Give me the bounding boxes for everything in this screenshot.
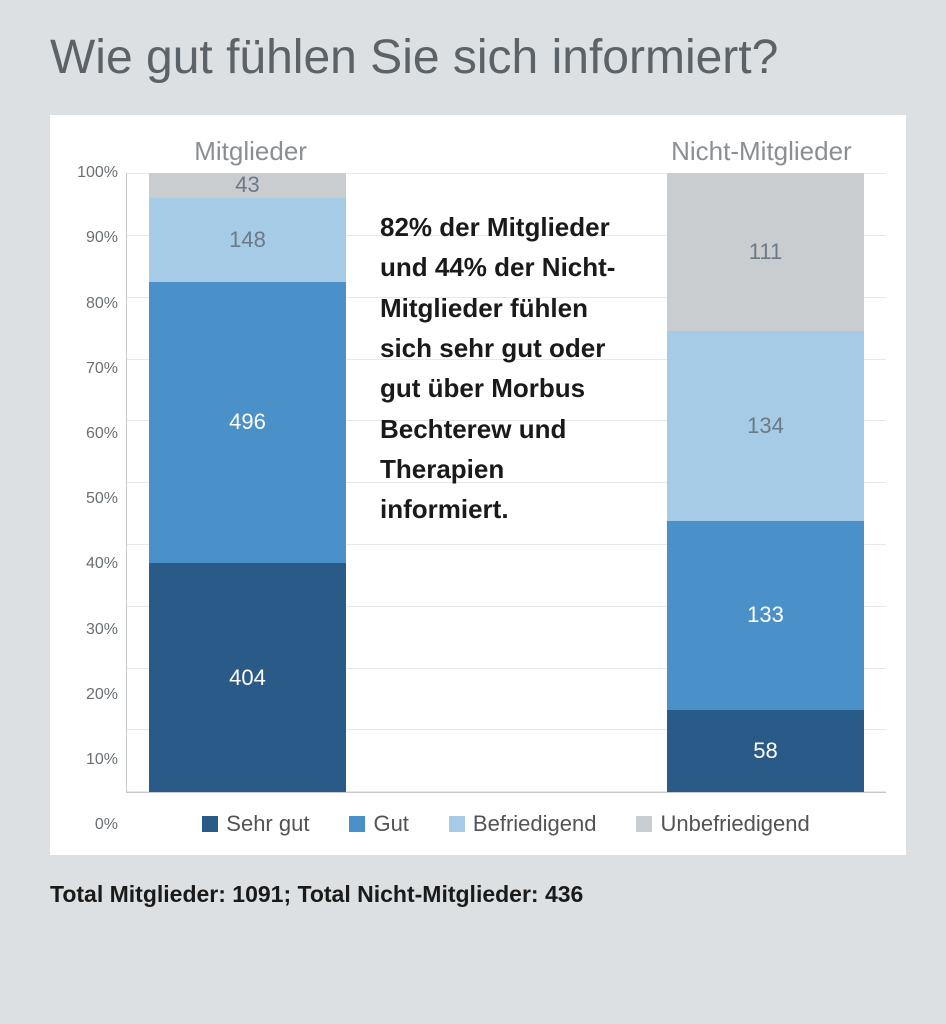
legend-label: Sehr gut	[226, 811, 309, 837]
bar-slot: 58133134111	[645, 173, 886, 792]
chart-body: 100% 90% 80% 70% 60% 50% 40% 30% 20% 10%…	[70, 133, 886, 837]
stacked-bar: 40449614843	[149, 173, 347, 792]
column-headers: Mitglieder Nicht-Mitglieder	[126, 133, 886, 173]
bar-segment-gut: 496	[149, 282, 347, 563]
legend-item-unbefriedigend: Unbefriedigend	[636, 811, 809, 837]
chart-card: 100% 90% 80% 70% 60% 50% 40% 30% 20% 10%…	[50, 115, 906, 855]
stacked-bar: 58133134111	[667, 173, 865, 792]
bar-segment-sehr_gut: 404	[149, 563, 347, 792]
legend-swatch	[636, 816, 652, 832]
plot-area: 4044961484382% der Mit­glieder und 44% d…	[126, 173, 886, 793]
page-title: Wie gut fühlen Sie sich informiert?	[50, 30, 906, 85]
legend-label: Gut	[373, 811, 408, 837]
bar-segment-sehr_gut: 58	[667, 710, 865, 792]
legend: Sehr gut Gut Befriedigend Unbefriedigend	[126, 811, 886, 837]
plot-wrap: MitgliederNicht-Mitglieder 4044961484382…	[126, 133, 886, 837]
column-header: Mitglieder	[126, 136, 375, 167]
bar-segment-befriedigend: 148	[149, 198, 347, 282]
callout-text: 82% der Mit­glieder und 44% der Nicht-Mi…	[380, 207, 633, 529]
bar-segment-befriedigend: 134	[667, 331, 865, 521]
legend-label: Unbefriedigend	[660, 811, 809, 837]
bar-slot: 40449614843	[127, 173, 368, 792]
legend-item-befriedigend: Befriedigend	[449, 811, 597, 837]
callout-slot: 82% der Mit­glieder und 44% der Nicht-Mi…	[368, 173, 645, 792]
legend-item-gut: Gut	[349, 811, 408, 837]
legend-item-sehr_gut: Sehr gut	[202, 811, 309, 837]
bars-row: 4044961484382% der Mit­glieder und 44% d…	[127, 173, 886, 792]
footer-totals: Total Mitglieder: 1091; Total Nicht-Mitg…	[50, 881, 906, 908]
bar-segment-unbefriedigend: 111	[667, 173, 865, 331]
legend-swatch	[449, 816, 465, 832]
y-axis: 100% 90% 80% 70% 60% 50% 40% 30% 20% 10%…	[70, 133, 126, 837]
column-header: Nicht-Mitglieder	[637, 136, 886, 167]
legend-swatch	[202, 816, 218, 832]
legend-label: Befriedigend	[473, 811, 597, 837]
legend-swatch	[349, 816, 365, 832]
bar-segment-unbefriedigend: 43	[149, 173, 347, 197]
bar-segment-gut: 133	[667, 521, 865, 710]
